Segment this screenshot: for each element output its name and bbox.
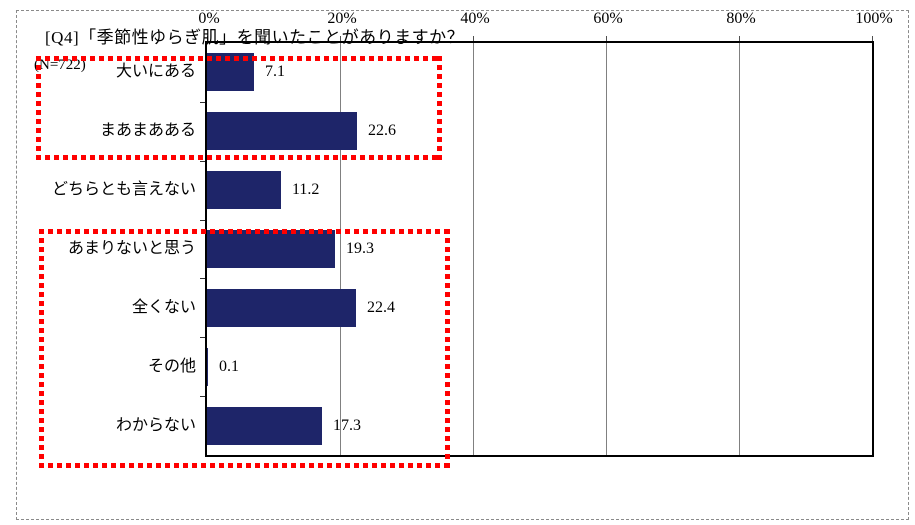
chart-title: [Q4]「季節性ゆらぎ肌」を聞いたことがありますか？ bbox=[45, 28, 465, 47]
axis-tick bbox=[473, 36, 474, 41]
category-label: どちらとも言えない bbox=[51, 181, 196, 198]
x-axis-tick-label: 0% bbox=[198, 10, 220, 27]
category-label: その他 bbox=[147, 358, 196, 375]
axis-tick bbox=[606, 36, 607, 41]
axis-tick bbox=[200, 278, 205, 279]
axis-tick bbox=[200, 102, 205, 103]
axis-tick bbox=[200, 337, 205, 338]
gridline-40% bbox=[473, 43, 474, 455]
axis-tick bbox=[340, 36, 341, 41]
bar bbox=[207, 289, 356, 327]
axis-tick bbox=[200, 220, 205, 221]
sample-size-label: (N=722) bbox=[34, 57, 86, 73]
x-axis-tick-label: 20% bbox=[327, 10, 357, 27]
axis-tick bbox=[200, 396, 205, 397]
x-axis-tick-label: 100% bbox=[855, 10, 893, 27]
gridline-80% bbox=[739, 43, 740, 455]
gridline-20% bbox=[340, 43, 341, 455]
value-label: 7.1 bbox=[265, 63, 285, 80]
value-label: 19.3 bbox=[346, 240, 374, 257]
x-axis-tick-label: 60% bbox=[593, 10, 623, 27]
x-axis-tick-label: 40% bbox=[460, 10, 490, 27]
category-label: あまりないと思う bbox=[67, 240, 196, 257]
value-label: 11.2 bbox=[292, 181, 320, 198]
axis-tick bbox=[739, 36, 740, 41]
x-axis-tick-label: 80% bbox=[726, 10, 756, 27]
bar bbox=[207, 407, 322, 445]
axis-tick bbox=[200, 161, 205, 162]
bar bbox=[207, 53, 254, 91]
bar bbox=[207, 112, 357, 150]
value-label: 0.1 bbox=[219, 358, 239, 375]
axis-tick bbox=[872, 36, 873, 41]
gridline-60% bbox=[606, 43, 607, 455]
bar bbox=[207, 230, 335, 268]
value-label: 17.3 bbox=[333, 417, 361, 434]
value-label: 22.4 bbox=[367, 299, 395, 316]
axis-tick bbox=[207, 36, 208, 41]
value-label: 22.6 bbox=[368, 122, 396, 139]
category-label: まあまあある bbox=[99, 122, 196, 139]
category-label: わからない bbox=[115, 417, 196, 434]
bar bbox=[207, 348, 208, 386]
bar bbox=[207, 171, 281, 209]
category-label: 大いにある bbox=[115, 63, 196, 80]
category-label: 全くない bbox=[131, 299, 196, 316]
